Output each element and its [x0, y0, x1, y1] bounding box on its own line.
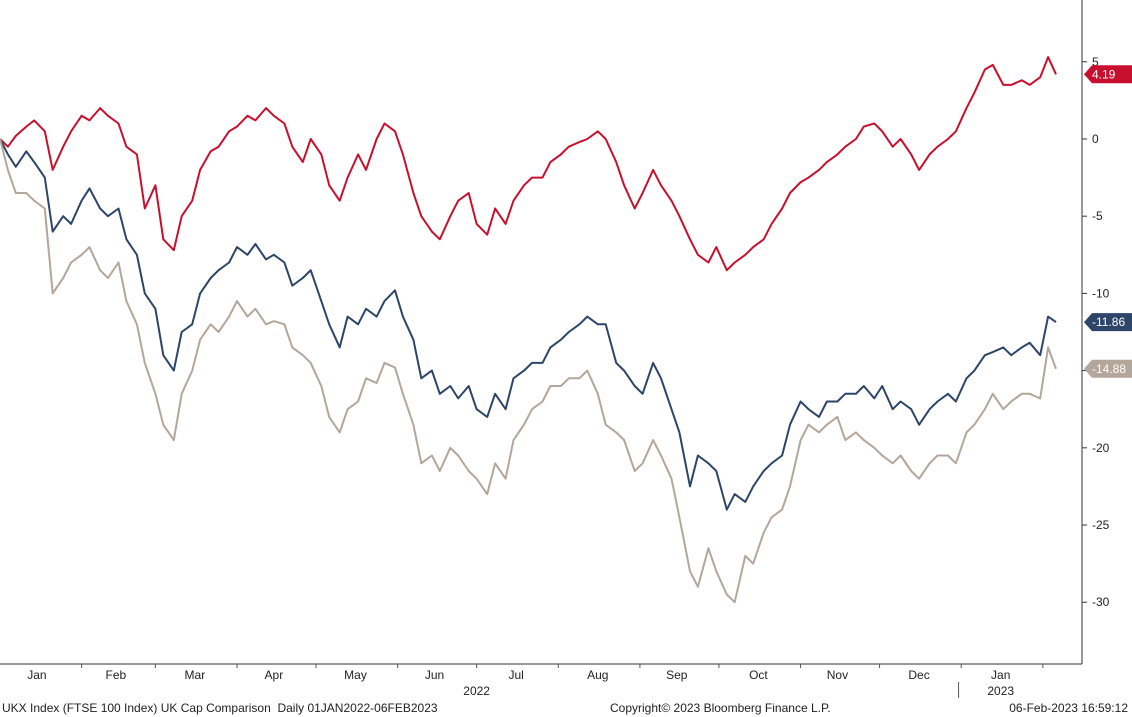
series-lines: [0, 56, 1057, 604]
x-tick-label: Mar: [185, 668, 206, 682]
x-tick-label: Nov: [827, 668, 848, 682]
last-value-tag-3: -14.88: [1084, 359, 1132, 378]
y-tick-label: -20: [1092, 441, 1110, 455]
last-value-label: -11.86: [1092, 315, 1125, 329]
x-tick-label: Jul: [508, 668, 523, 682]
series-line-3: [0, 138, 1057, 604]
x-tick-label: Oct: [749, 668, 768, 682]
series-line-2: [0, 138, 1057, 511]
footer-description: UKX Index (FTSE 100 Index) UK Cap Compar…: [2, 701, 438, 715]
y-tick-label: 5: [1092, 55, 1099, 69]
year-label: 2022: [463, 684, 490, 698]
last-value-tag-shape: [1084, 359, 1132, 378]
last-value-tag-shape: [1084, 65, 1132, 84]
last-value-tag-2: -11.86: [1084, 313, 1132, 332]
x-tick-label: Sep: [666, 668, 688, 682]
footer-copyright: Copyright© 2023 Bloomberg Finance L.P.: [610, 701, 831, 715]
x-tick-label: Feb: [106, 668, 127, 682]
year-label: 2023: [987, 684, 1014, 698]
y-tick-label: -30: [1092, 595, 1110, 609]
x-tick-label: Jun: [425, 668, 444, 682]
series-line-1: [0, 56, 1057, 272]
last-value-tag-shape: [1084, 313, 1132, 332]
x-axis-ticks: Jan Feb Mar Apr May Jun Jul Aug Sep Oct Nov Dec Jan: [27, 664, 1044, 682]
footer-timestamp: 06-Feb-2023 16:59:12: [1009, 701, 1128, 715]
last-value-labels: 4.19 -11.86 -14.88: [1084, 65, 1132, 378]
last-value-label: 4.19: [1092, 67, 1116, 81]
x-tick-label: Jan: [27, 668, 46, 682]
x-tick-label: Jan: [991, 668, 1010, 682]
x-tick-label: Apr: [265, 668, 284, 682]
year-labels: 2022 2023: [463, 682, 1014, 698]
x-tick-label: Aug: [587, 668, 608, 682]
x-tick-label: May: [344, 668, 367, 682]
last-value-label: -14.88: [1092, 362, 1126, 376]
y-tick-label: -25: [1092, 518, 1110, 532]
y-tick-label: -10: [1092, 286, 1110, 300]
y-tick-label: 0: [1092, 132, 1099, 146]
last-value-tag-1: 4.19: [1084, 65, 1132, 84]
y-tick-label: -5: [1092, 209, 1103, 223]
x-tick-label: Dec: [908, 668, 929, 682]
